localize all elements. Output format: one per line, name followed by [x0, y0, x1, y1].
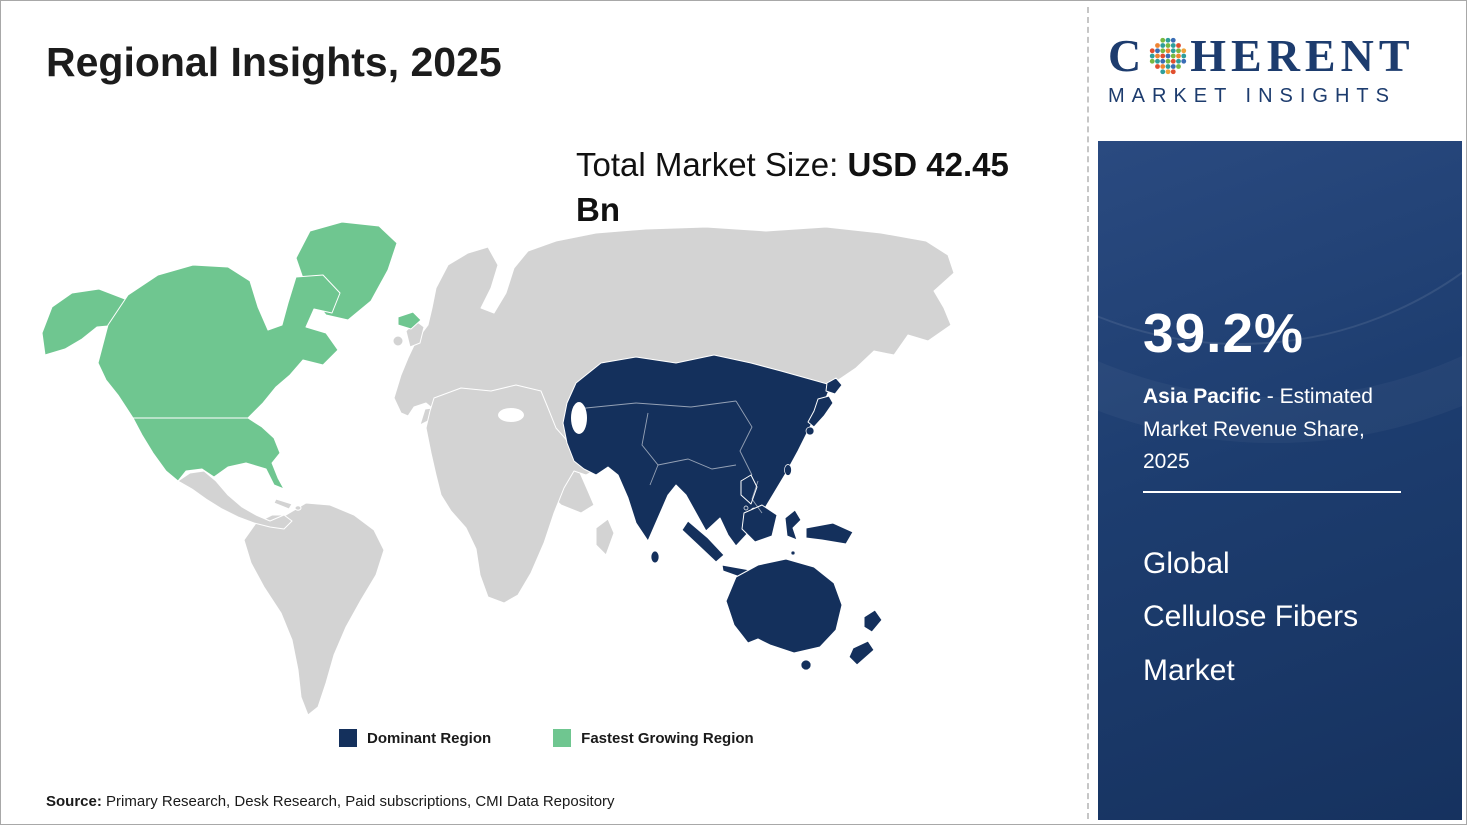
- panel-divider: [1143, 491, 1401, 493]
- total-market-size-label: Total Market Size:: [576, 146, 848, 183]
- map-tasmania: [800, 659, 812, 671]
- total-market-size-value: USD 42.45 Bn: [576, 146, 1009, 228]
- total-market-size: Total Market Size: USD 42.45 Bn: [576, 143, 1038, 232]
- map-new-zealand-north: [863, 609, 883, 633]
- vertical-dashed-divider: [1087, 7, 1089, 819]
- map-caspian-sea: [571, 402, 587, 434]
- map-new-zealand-south: [848, 640, 875, 666]
- map-japan-honshu: [807, 395, 834, 428]
- map-sumatra: [681, 520, 725, 563]
- revenue-share-value: 39.2%: [1143, 302, 1304, 364]
- map-moluccas: [790, 550, 796, 556]
- brand-name: C HERENT: [1108, 33, 1448, 79]
- map-iceland: [397, 311, 422, 330]
- dominant-region-swatch: [339, 729, 357, 747]
- map-japan-hokkaido: [825, 377, 843, 395]
- source-line: Source: Primary Research, Desk Research,…: [46, 793, 615, 810]
- map-ireland: [392, 335, 404, 347]
- brand-panel: 39.2% Asia Pacific - Estimated Market Re…: [1098, 141, 1462, 820]
- legend-item-dominant: Dominant Region: [339, 729, 491, 747]
- map-legend: Dominant Region Fastest Growing Region: [339, 729, 754, 747]
- map-black-sea: [498, 408, 524, 422]
- globe-icon: [1150, 37, 1187, 75]
- map-australia: [725, 558, 843, 654]
- revenue-share-description: Asia Pacific - Estimated Market Revenue …: [1143, 381, 1393, 479]
- map-seas: [498, 402, 587, 434]
- map-borneo: [741, 504, 778, 543]
- map-south-america: [243, 502, 385, 716]
- source-text: Primary Research, Desk Research, Paid su…: [101, 793, 615, 810]
- map-philippines-island: [743, 505, 749, 511]
- fastest-growing-region-label: Fastest Growing Region: [581, 729, 754, 747]
- market-title: Global Cellulose Fibers Market: [1143, 537, 1358, 697]
- market-title-line: Market: [1143, 653, 1235, 687]
- map-asia-mainland: [562, 354, 832, 547]
- map-country-borders: [575, 400, 763, 514]
- map-sri-lanka: [650, 550, 660, 564]
- map-hispaniola: [294, 505, 302, 511]
- brand-name-rest: HERENT: [1190, 30, 1415, 81]
- page-title: Regional Insights, 2025: [46, 39, 502, 85]
- map-cuba: [273, 498, 293, 510]
- map-mexico-central-america: [177, 470, 293, 530]
- map-sulawesi: [784, 509, 802, 541]
- revenue-share-region: Asia Pacific: [1143, 385, 1261, 408]
- map-taiwan: [784, 464, 792, 476]
- world-map: [41, 221, 955, 716]
- map-new-guinea: [805, 522, 854, 545]
- map-canada: [97, 264, 341, 419]
- map-japan-kyushu: [805, 426, 815, 436]
- brand-tagline: MARKET INSIGHTS: [1108, 85, 1396, 107]
- dominant-region-label: Dominant Region: [367, 729, 492, 747]
- map-dominant-region: [562, 354, 883, 671]
- market-title-line: Cellulose Fibers: [1143, 600, 1359, 634]
- map-usa: [132, 417, 285, 490]
- legend-item-fastest-growing: Fastest Growing Region: [553, 729, 754, 747]
- brand-logo: C HERENT MARKET INSIGHTS: [1108, 33, 1448, 108]
- market-title-line: Global: [1143, 547, 1230, 580]
- map-fastest-growing-region: [41, 221, 422, 490]
- fastest-growing-region-swatch: [553, 729, 572, 747]
- map-madagascar: [595, 518, 615, 556]
- revenue-share-suffix: - Estimated Market Revenue Share, 2025: [1143, 385, 1373, 474]
- brand-name-first-letter: C: [1108, 30, 1147, 81]
- source-label: Source:: [46, 793, 102, 810]
- map-africa: [425, 384, 605, 604]
